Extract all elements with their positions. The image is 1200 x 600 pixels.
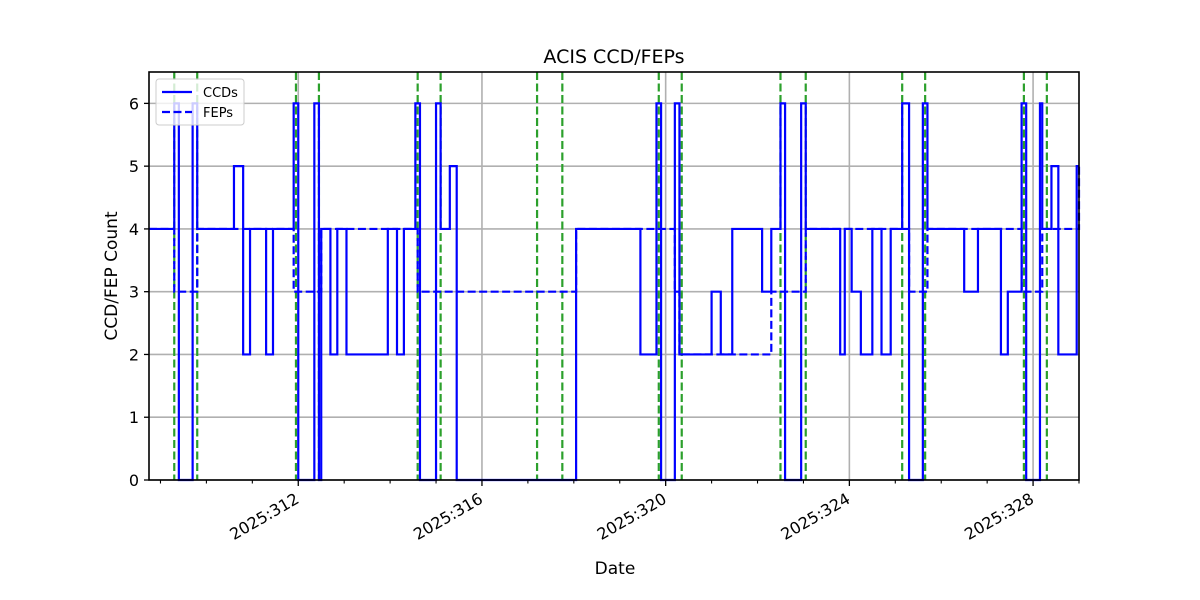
- x-tick-label: 2025:320: [594, 489, 670, 544]
- x-tick-label: 2025:324: [777, 489, 853, 544]
- grid-lines: [149, 72, 1079, 481]
- y-tick-label: 6: [129, 94, 139, 113]
- y-tick-label: 3: [129, 283, 139, 302]
- y-tick-label: 1: [129, 408, 139, 427]
- y-tick-label: 0: [129, 471, 139, 490]
- x-tick-label: 2025:312: [226, 489, 302, 544]
- x-tick-label: 2025:328: [961, 489, 1037, 544]
- y-tick-label: 4: [129, 220, 139, 239]
- x-axis-label: Date: [595, 559, 636, 579]
- y-axis-label: CCD/FEP Count: [102, 211, 122, 341]
- ccds-line: [149, 102, 1079, 482]
- plot-frame: [148, 71, 1080, 481]
- y-axis-ticks: 0 1 2 3 4 5 6: [129, 94, 149, 490]
- y-tick-label: 5: [129, 157, 139, 176]
- data-series: [149, 102, 1081, 482]
- legend: CCDs FEPs: [155, 78, 245, 126]
- chart-title: ACIS CCD/FEPs: [543, 46, 684, 68]
- legend-feps-label: FEPs: [203, 106, 233, 121]
- event-vertical-lines: [173, 72, 1048, 480]
- x-axis-ticks: 2025:312 2025:316 2025:320 2025:324 2025:328: [159, 480, 1080, 544]
- y-tick-label: 2: [129, 345, 139, 364]
- legend-ccds-label: CCDs: [203, 86, 238, 101]
- x-tick-label: 2025:316: [410, 489, 486, 544]
- feps-line: [149, 166, 1081, 356]
